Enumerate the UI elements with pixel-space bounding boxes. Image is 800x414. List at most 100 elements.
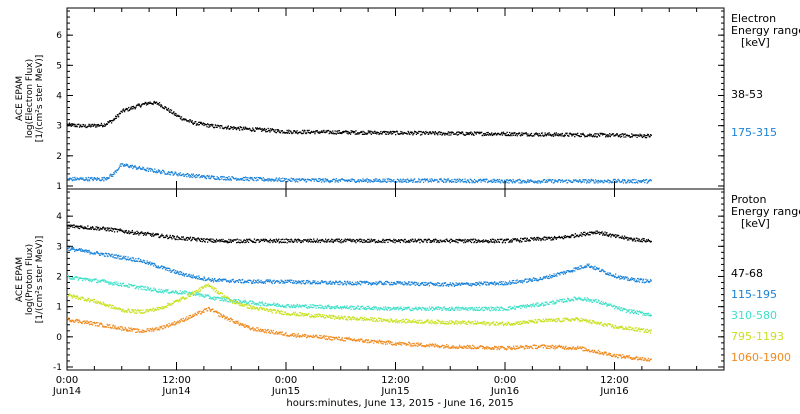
data-point [520, 280, 521, 281]
data-point [147, 260, 148, 261]
data-point [103, 126, 104, 127]
data-point [444, 134, 445, 135]
data-point [203, 240, 204, 241]
data-point [454, 179, 455, 180]
data-point [498, 283, 499, 284]
data-point [195, 295, 196, 296]
data-point [488, 307, 489, 308]
data-point [362, 242, 363, 243]
data-point [214, 241, 215, 242]
data-point [212, 176, 213, 177]
data-point [253, 130, 254, 131]
data-point [449, 284, 450, 285]
data-point [580, 268, 581, 269]
data-point [70, 249, 71, 250]
data-point [155, 265, 156, 266]
data-point [274, 131, 275, 132]
data-point [82, 177, 83, 178]
data-point [501, 239, 502, 240]
data-point [559, 274, 560, 275]
data-point [72, 277, 73, 278]
data-point [179, 271, 180, 272]
data-point [245, 240, 246, 241]
data-point [114, 231, 115, 232]
data-point [219, 127, 220, 128]
data-point [133, 167, 134, 168]
data-point [348, 131, 349, 132]
data-point [531, 133, 532, 134]
data-point [195, 238, 196, 239]
data-point [182, 239, 183, 240]
data-point [409, 242, 410, 243]
data-point [335, 180, 336, 181]
data-point [72, 177, 73, 178]
data-point [539, 181, 540, 182]
data-point [297, 282, 298, 283]
data-point [147, 104, 148, 105]
data-point [610, 233, 611, 234]
data-point [552, 239, 553, 240]
data-point [307, 239, 308, 240]
data-point [362, 131, 363, 132]
data-point [130, 258, 131, 259]
data-point [113, 228, 114, 229]
data-point [521, 134, 522, 135]
data-point [466, 307, 467, 308]
data-point [67, 124, 68, 125]
data-point [514, 132, 515, 133]
data-point [149, 102, 150, 103]
data-point [585, 235, 586, 236]
data-point [135, 165, 136, 166]
data-point [133, 257, 134, 258]
data-point [408, 132, 409, 133]
data-point [288, 239, 289, 240]
data-point [610, 136, 611, 137]
data-point [384, 131, 385, 132]
data-point [85, 179, 86, 180]
data-point [309, 241, 310, 242]
data-point [329, 282, 330, 283]
data-point [138, 258, 139, 259]
data-point [549, 132, 550, 133]
data-point [502, 281, 503, 282]
data-point [512, 280, 513, 281]
data-point [285, 280, 286, 281]
data-point [75, 125, 76, 126]
data-point [123, 283, 124, 284]
data-point [465, 134, 466, 135]
data-point [180, 271, 181, 272]
data-point [389, 310, 390, 311]
data-point [282, 239, 283, 240]
data-point [589, 232, 590, 233]
data-point [596, 231, 597, 232]
data-point [424, 285, 425, 286]
data-point [174, 236, 175, 237]
data-point [594, 269, 595, 270]
data-point [110, 120, 111, 121]
data-point [124, 232, 125, 233]
data-point [201, 175, 202, 176]
data-point [189, 177, 190, 178]
data-point [609, 133, 610, 134]
data-point [491, 308, 492, 309]
data-point [337, 180, 338, 181]
data-point [296, 240, 297, 241]
data-point [331, 239, 332, 240]
data-point [483, 133, 484, 134]
data-point [340, 307, 341, 308]
data-point [401, 181, 402, 182]
data-point [349, 132, 350, 133]
data-point [448, 178, 449, 179]
data-point [534, 182, 535, 183]
data-point [598, 268, 599, 269]
data-point [410, 131, 411, 132]
data-point [393, 181, 394, 182]
data-point [307, 308, 308, 309]
data-point [377, 309, 378, 310]
data-point [474, 307, 475, 308]
data-point [475, 132, 476, 133]
data-point [335, 181, 336, 182]
data-point [105, 228, 106, 229]
data-point [259, 127, 260, 128]
data-point [613, 133, 614, 134]
